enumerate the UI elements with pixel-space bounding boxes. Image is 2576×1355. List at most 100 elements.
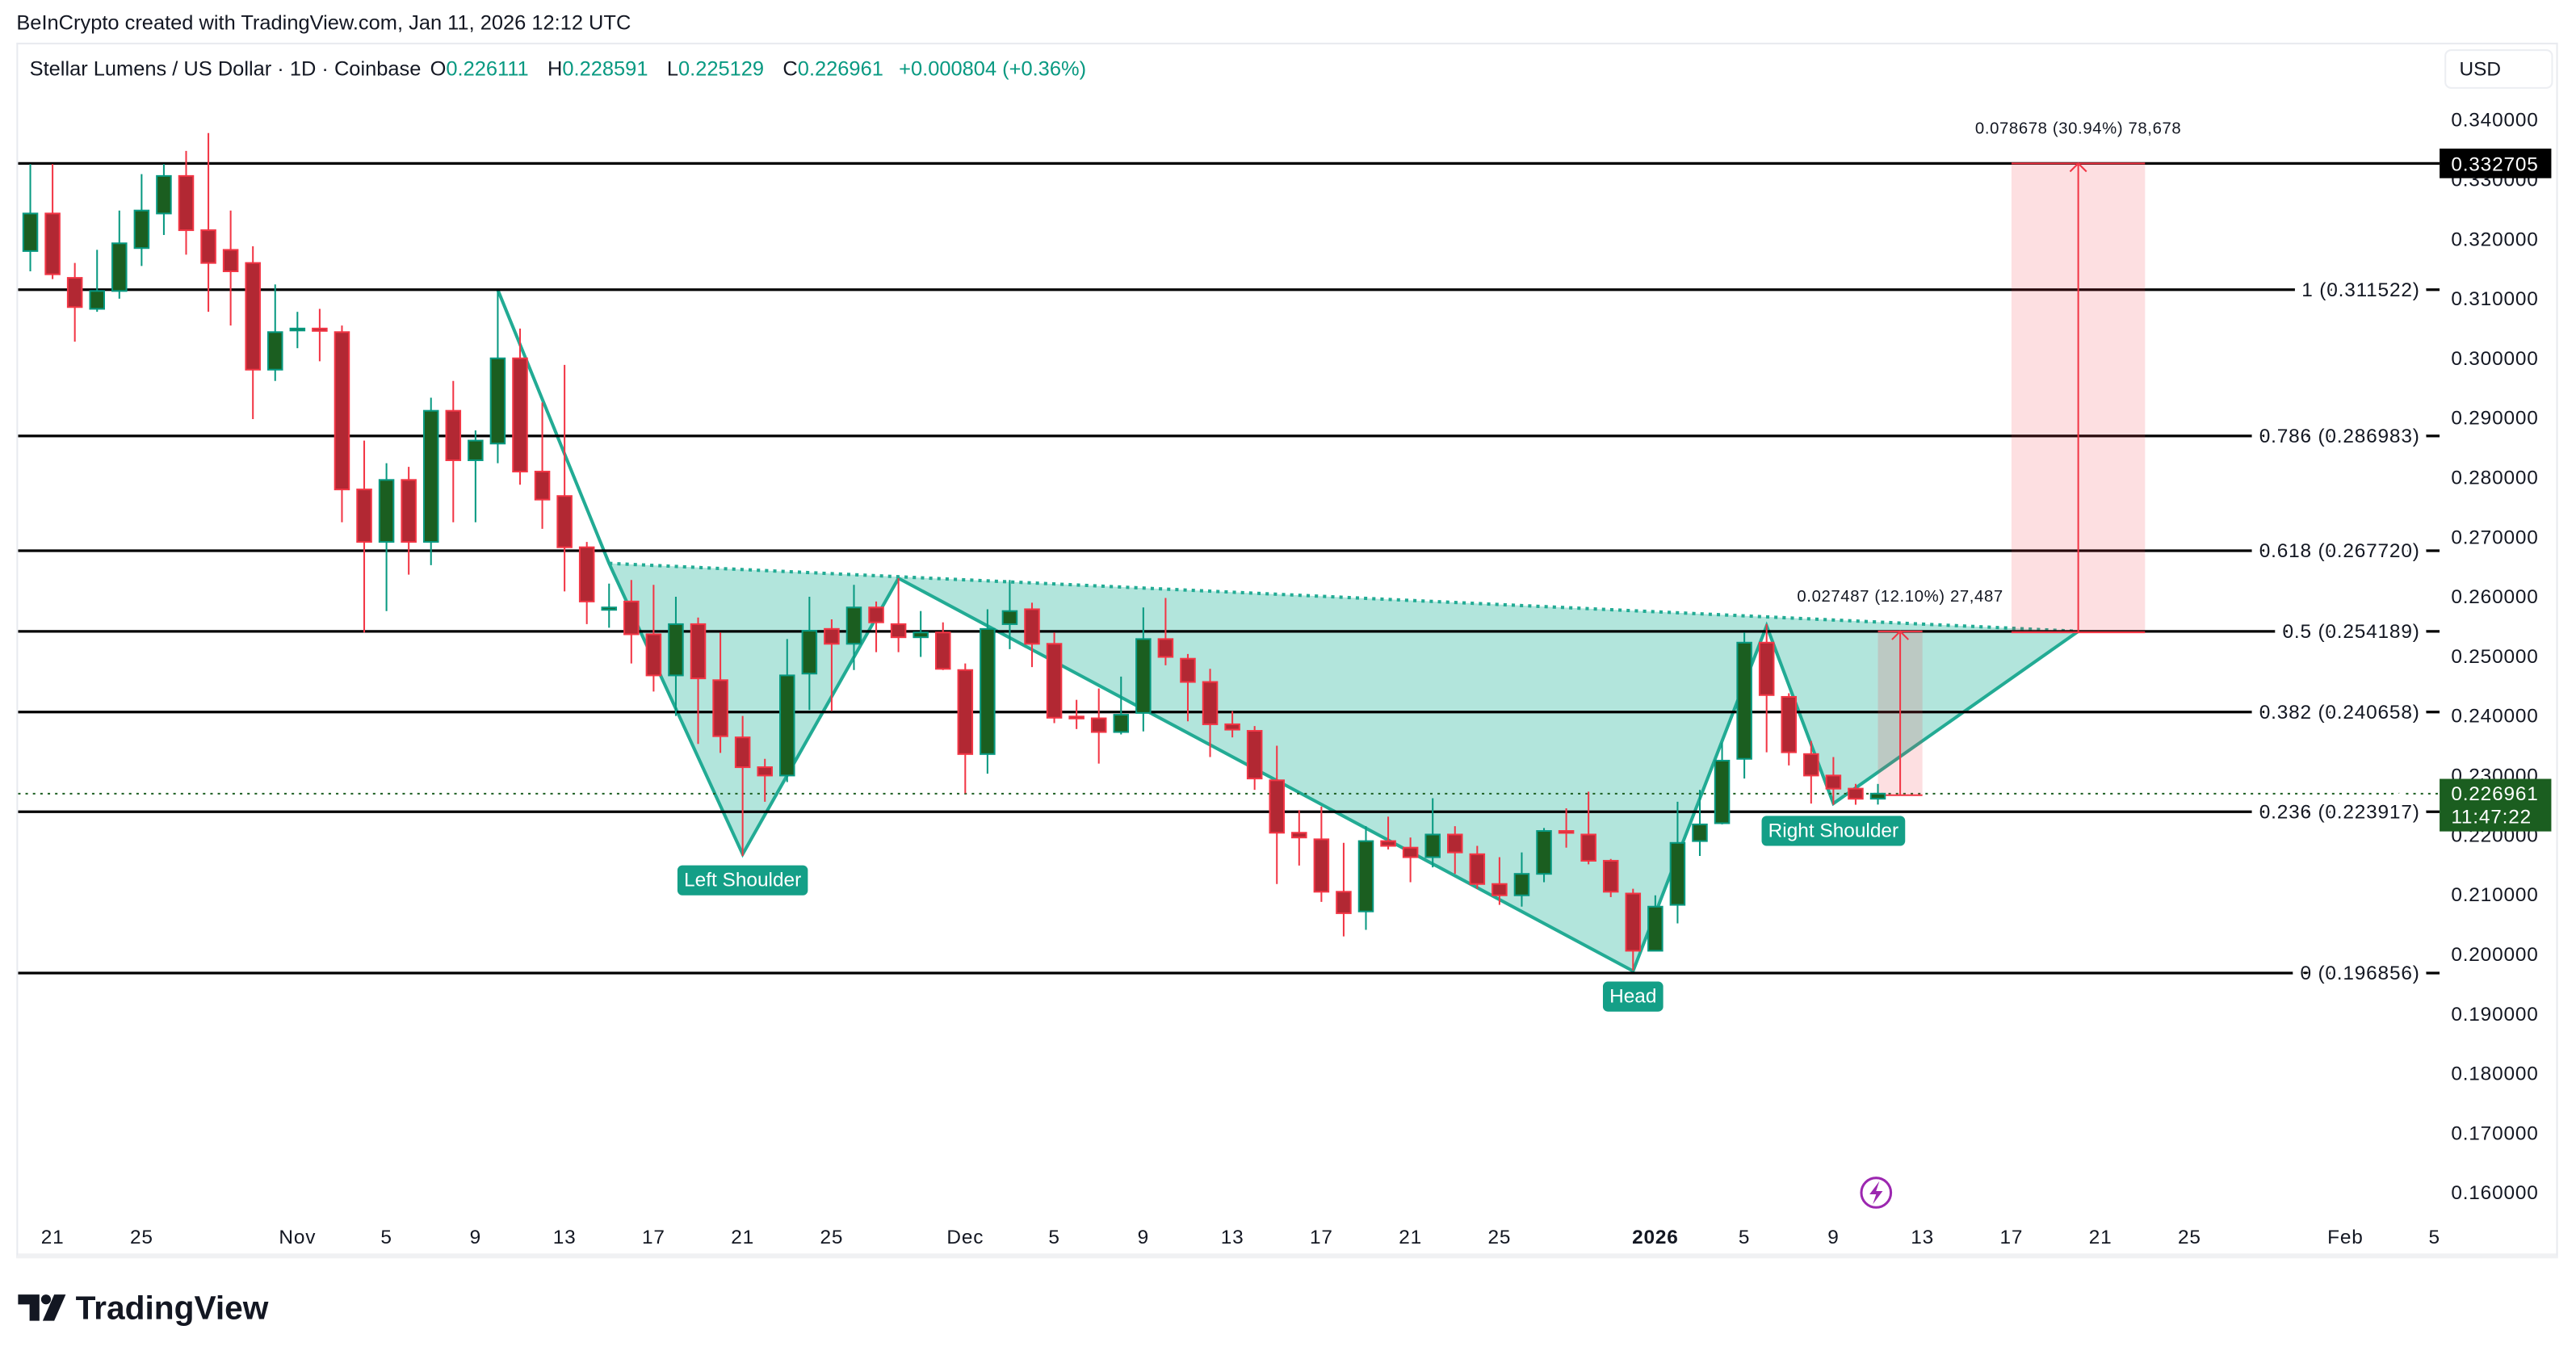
candle[interactable] (445, 380, 462, 522)
candle[interactable] (133, 174, 150, 266)
candle[interactable] (334, 325, 350, 522)
candle[interactable] (1469, 845, 1486, 889)
candle[interactable] (1380, 816, 1396, 849)
candle[interactable] (1402, 837, 1419, 883)
candle[interactable] (422, 397, 439, 565)
candle-body (1001, 610, 1018, 625)
candle[interactable] (690, 617, 707, 745)
candle[interactable] (1135, 607, 1152, 732)
candle[interactable] (1336, 842, 1352, 937)
candle[interactable] (468, 430, 484, 522)
currency-button[interactable]: USD (2444, 49, 2553, 89)
pattern-label-head[interactable]: Head (1602, 981, 1663, 1012)
candle[interactable] (868, 601, 884, 652)
candle[interactable] (1180, 653, 1196, 722)
candle[interactable] (1848, 783, 1864, 805)
candle[interactable] (1224, 711, 1240, 738)
candle[interactable] (111, 210, 128, 299)
candle[interactable] (356, 440, 372, 633)
candle[interactable] (1536, 828, 1552, 883)
candle[interactable] (44, 164, 61, 279)
candle[interactable] (980, 609, 996, 774)
candle[interactable] (668, 596, 684, 716)
candle[interactable] (1692, 790, 1708, 857)
candle[interactable] (1291, 810, 1307, 866)
candle[interactable] (578, 542, 595, 624)
symbol-title[interactable]: Stellar Lumens / US Dollar · 1D · Coinba… (29, 57, 422, 81)
candle[interactable] (512, 328, 528, 485)
candle[interactable] (378, 463, 395, 611)
candle[interactable] (266, 284, 283, 381)
candle[interactable] (645, 585, 662, 692)
candle[interactable] (178, 150, 195, 255)
candle[interactable] (1825, 757, 1842, 805)
pattern-label-left-shoulder[interactable]: Left Shoulder (677, 865, 808, 896)
candle-body (200, 229, 216, 264)
candle[interactable] (1157, 598, 1174, 665)
candle[interactable] (1558, 808, 1575, 848)
candle[interactable] (913, 610, 929, 657)
candle[interactable] (22, 164, 39, 271)
candle[interactable] (556, 364, 573, 592)
x-tick-label: 2026 (1632, 1227, 1679, 1248)
neckline[interactable] (609, 561, 2079, 633)
candle[interactable] (1869, 783, 1886, 805)
candle[interactable] (845, 585, 862, 670)
candle[interactable] (534, 402, 551, 529)
candle[interactable] (489, 291, 506, 464)
candle[interactable] (1313, 806, 1330, 902)
candle[interactable] (1424, 798, 1441, 868)
candle[interactable] (222, 210, 239, 326)
candle[interactable] (1269, 745, 1286, 884)
candle[interactable] (66, 262, 83, 342)
candle[interactable] (623, 580, 640, 664)
candle[interactable] (1202, 669, 1219, 757)
candle[interactable] (289, 312, 306, 349)
candle[interactable] (1669, 801, 1686, 924)
price-range-measure[interactable]: 0.078678 (30.94%) 78,678 (1975, 120, 2181, 634)
lightning-icon[interactable] (1860, 1177, 1893, 1209)
candle[interactable] (401, 467, 417, 575)
candle[interactable] (89, 250, 105, 313)
candle[interactable] (1781, 693, 1798, 766)
candle[interactable] (934, 622, 951, 670)
candle[interactable] (1580, 791, 1596, 865)
candle[interactable] (1090, 688, 1107, 764)
candle[interactable] (757, 758, 773, 802)
candle[interactable] (1602, 858, 1619, 897)
candle[interactable] (734, 715, 751, 857)
candle[interactable] (1357, 826, 1374, 930)
candle[interactable] (712, 632, 728, 753)
candle[interactable] (1647, 895, 1663, 952)
candle[interactable] (890, 578, 907, 652)
candle[interactable] (601, 583, 618, 628)
candle[interactable] (312, 308, 328, 362)
candle[interactable] (200, 132, 216, 313)
candle[interactable] (1491, 857, 1508, 905)
candle[interactable] (245, 245, 261, 420)
candle[interactable] (1447, 826, 1463, 875)
candle[interactable] (801, 596, 818, 711)
candle[interactable] (1024, 602, 1040, 668)
tradingview-logo[interactable]: TradingView (18, 1290, 269, 1327)
candle[interactable] (1625, 888, 1642, 971)
fib-label: 0.5 (0.254189) (2283, 621, 2420, 643)
candle[interactable] (779, 639, 795, 782)
candle[interactable] (957, 663, 974, 794)
candle[interactable] (1246, 726, 1263, 791)
pattern-label-right-shoulder[interactable]: Right Shoulder (1761, 816, 1906, 846)
candle[interactable] (1068, 699, 1085, 729)
candle[interactable] (1736, 632, 1752, 779)
candle[interactable] (1001, 580, 1018, 649)
candle[interactable] (1513, 852, 1530, 907)
candle[interactable] (1113, 676, 1130, 735)
candle[interactable] (1714, 742, 1731, 824)
candle[interactable] (156, 164, 172, 235)
candle[interactable] (1758, 623, 1775, 753)
candle[interactable] (1803, 740, 1819, 804)
price-range-measure[interactable]: 0.027487 (12.10%) 27,487 (1797, 588, 2003, 796)
candle[interactable] (1046, 632, 1063, 724)
candle[interactable] (824, 619, 840, 711)
label-background (677, 865, 808, 896)
